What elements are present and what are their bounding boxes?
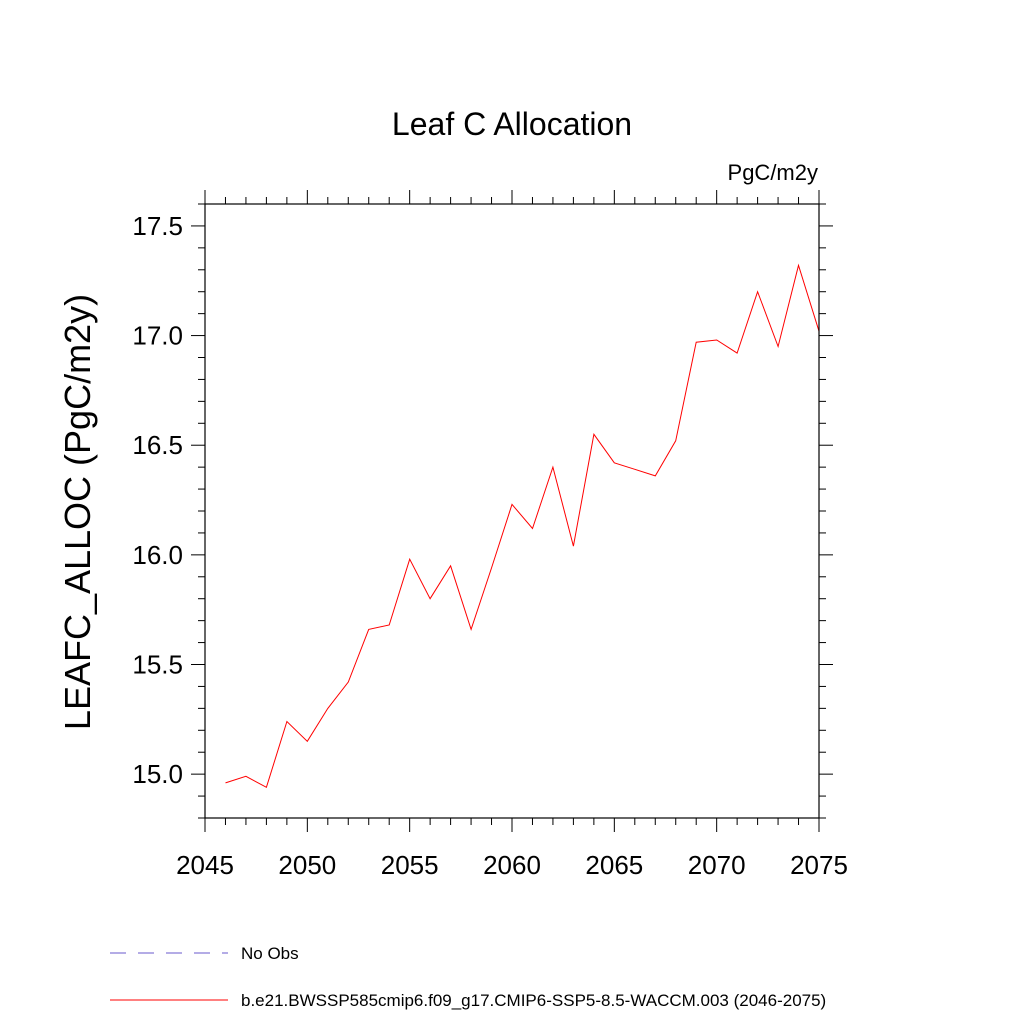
legend-label: No Obs bbox=[241, 944, 299, 963]
plot-frame bbox=[204, 203, 820, 819]
legend: No Obs b.e21.BWSSP585cmip6.f09_g17.CMIP6-… bbox=[110, 944, 826, 1010]
x-tick-label: 2075 bbox=[790, 850, 848, 880]
x-tick-label: 2055 bbox=[381, 850, 439, 880]
axis-ticks bbox=[191, 190, 833, 832]
axis-tick-labels: 2045 2050 2055 2060 2065 2070 2075 15.0 15.5 16.0… bbox=[132, 211, 848, 880]
y-tick-label: 16.5 bbox=[132, 430, 183, 460]
y-tick-label: 17.0 bbox=[132, 321, 183, 351]
y-tick-label: 15.5 bbox=[132, 650, 183, 680]
chart-title: Leaf C Allocation bbox=[392, 106, 632, 142]
y-axis-label: LEAFC_ALLOC (PgC/m2y) bbox=[57, 294, 98, 730]
legend-label: b.e21.BWSSP585cmip6.f09_g17.CMIP6-SSP5-8… bbox=[241, 991, 826, 1010]
x-tick-label: 2045 bbox=[176, 850, 234, 880]
y-tick-label: 17.5 bbox=[132, 211, 183, 241]
x-tick-label: 2050 bbox=[278, 850, 336, 880]
series-lines bbox=[225, 263, 820, 789]
x-tick-label: 2065 bbox=[585, 850, 643, 880]
series-line bbox=[225, 263, 820, 789]
y-tick-label: 16.0 bbox=[132, 540, 183, 570]
units-label: PgC/m2y bbox=[728, 160, 818, 185]
x-tick-label: 2060 bbox=[483, 850, 541, 880]
y-tick-label: 15.0 bbox=[132, 759, 183, 789]
x-tick-label: 2070 bbox=[688, 850, 746, 880]
